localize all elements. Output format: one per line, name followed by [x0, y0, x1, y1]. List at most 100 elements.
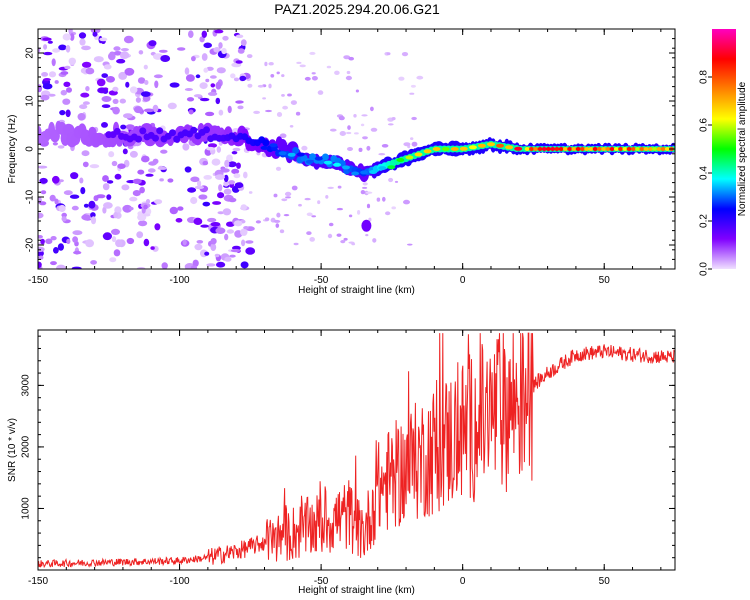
noise-blob — [198, 194, 208, 200]
ridge-mid — [292, 147, 300, 154]
ridge-core — [533, 147, 539, 151]
colorbar-tick-label: 0.8 — [699, 70, 710, 84]
noise-blob — [169, 82, 180, 88]
noise-blob — [343, 237, 348, 241]
noise-blob — [184, 67, 190, 75]
noise-blob — [255, 220, 261, 224]
noise-blob — [279, 229, 285, 234]
noise-blob — [411, 116, 417, 121]
noise-blob — [112, 86, 119, 92]
noise-blob — [143, 204, 148, 210]
noise-blob — [72, 230, 83, 236]
ridge-core — [605, 147, 611, 151]
noise-blob — [85, 67, 95, 75]
noise-blob — [80, 187, 86, 195]
ridge-core — [505, 145, 514, 150]
noise-blob — [218, 109, 224, 116]
ridge-core — [269, 143, 278, 148]
ridge-core — [592, 147, 598, 151]
noise-blob — [235, 100, 244, 104]
ridge-core — [369, 170, 378, 174]
ridge-core — [387, 165, 396, 170]
noise-blob — [196, 240, 204, 244]
noise-blob — [243, 226, 249, 230]
noise-blob — [210, 75, 217, 79]
ridge-mid — [203, 126, 210, 134]
noise-blob — [227, 105, 232, 114]
noise-blob — [111, 160, 118, 167]
noise-blob — [43, 44, 48, 50]
noise-blob — [161, 262, 168, 269]
noise-blob — [96, 78, 106, 87]
noise-blob — [121, 184, 130, 191]
noise-blob — [355, 89, 359, 93]
colorbar: 0.0 0.2 0.4 0.6 0.8 Normalized spectral ampli… — [699, 29, 748, 276]
noise-blob — [125, 124, 135, 131]
noise-blob — [157, 166, 168, 170]
noise-blob — [38, 165, 48, 169]
noise-blob — [207, 91, 218, 96]
noise-blob — [109, 257, 117, 263]
noise-blob — [90, 260, 97, 265]
noise-blob — [129, 86, 138, 94]
noise-blob — [154, 199, 163, 205]
noise-blob — [101, 104, 111, 108]
ridge-core — [639, 147, 645, 151]
noise-blob — [79, 177, 84, 184]
noise-blob — [334, 70, 340, 76]
noise-blob — [47, 40, 53, 44]
noise-blob — [137, 77, 146, 84]
ridge-core — [571, 147, 577, 151]
noise-blob — [215, 174, 225, 180]
noise-blob — [54, 198, 59, 205]
noise-blob — [394, 180, 399, 183]
noise-blob — [311, 76, 318, 81]
noise-blob — [122, 204, 133, 213]
noise-blob — [273, 219, 281, 223]
noise-blob — [80, 92, 90, 98]
ridge-core — [664, 147, 670, 151]
noise-blob — [102, 232, 112, 241]
ridge-core — [647, 147, 653, 151]
ridge-core — [459, 146, 468, 151]
ridge-mid — [262, 139, 270, 147]
noise-blob — [210, 243, 217, 252]
noise-blob — [281, 74, 285, 78]
noise-blob — [90, 29, 101, 34]
noise-blob — [125, 81, 130, 88]
ridge-core — [626, 147, 632, 151]
ridge-mid — [113, 127, 121, 135]
noise-blob — [53, 247, 59, 254]
noise-blob — [216, 67, 226, 74]
noise-blob — [43, 78, 51, 81]
noise-blob — [391, 117, 396, 121]
noise-blob — [228, 197, 237, 203]
ridge-core — [596, 147, 602, 151]
noise-blob — [223, 188, 232, 195]
noise-blob — [409, 92, 415, 95]
ridge-core — [643, 147, 649, 151]
noise-blob — [152, 104, 159, 113]
noise-blob — [223, 174, 229, 183]
noise-blob — [52, 142, 59, 146]
noise-blob — [117, 163, 126, 169]
noise-blob — [233, 220, 243, 227]
noise-blob — [354, 132, 359, 135]
noise-blob — [218, 42, 223, 49]
noise-blob — [167, 102, 177, 110]
noise-blob — [224, 256, 232, 262]
noise-blob — [388, 177, 394, 183]
noise-blob — [116, 58, 126, 64]
noise-blob — [187, 187, 197, 193]
y-tick-label: 10 — [25, 95, 36, 107]
ridge-core — [537, 147, 543, 151]
ridge-core — [541, 147, 547, 151]
noise-blob — [381, 144, 389, 148]
noise-blob — [49, 194, 56, 202]
noise-blob — [205, 111, 215, 117]
ridge-mid — [152, 134, 159, 142]
noise-blob — [248, 191, 253, 194]
noise-blob — [325, 195, 329, 199]
noise-blob — [301, 145, 308, 151]
noise-blob — [283, 214, 290, 217]
